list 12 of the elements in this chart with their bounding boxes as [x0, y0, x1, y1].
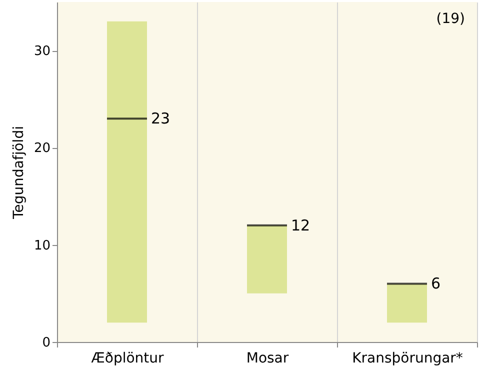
y-axis-title: Tegundafjöldi	[10, 126, 27, 220]
annotation: 6	[431, 274, 441, 293]
x-tick-label: Kransþörungar*	[352, 350, 463, 366]
y-tick-label: 30	[34, 44, 50, 60]
annotation: 12	[291, 216, 310, 234]
y-tick-label: 20	[34, 141, 50, 156]
annotation: 23	[151, 110, 170, 128]
x-tick-label: Mosar	[246, 350, 289, 366]
annotation: (19)	[436, 11, 465, 27]
x-tick-label: Æðplöntur	[91, 350, 164, 366]
y-tick-label: 0	[42, 336, 50, 350]
y-tick-label: 10	[34, 238, 50, 254]
